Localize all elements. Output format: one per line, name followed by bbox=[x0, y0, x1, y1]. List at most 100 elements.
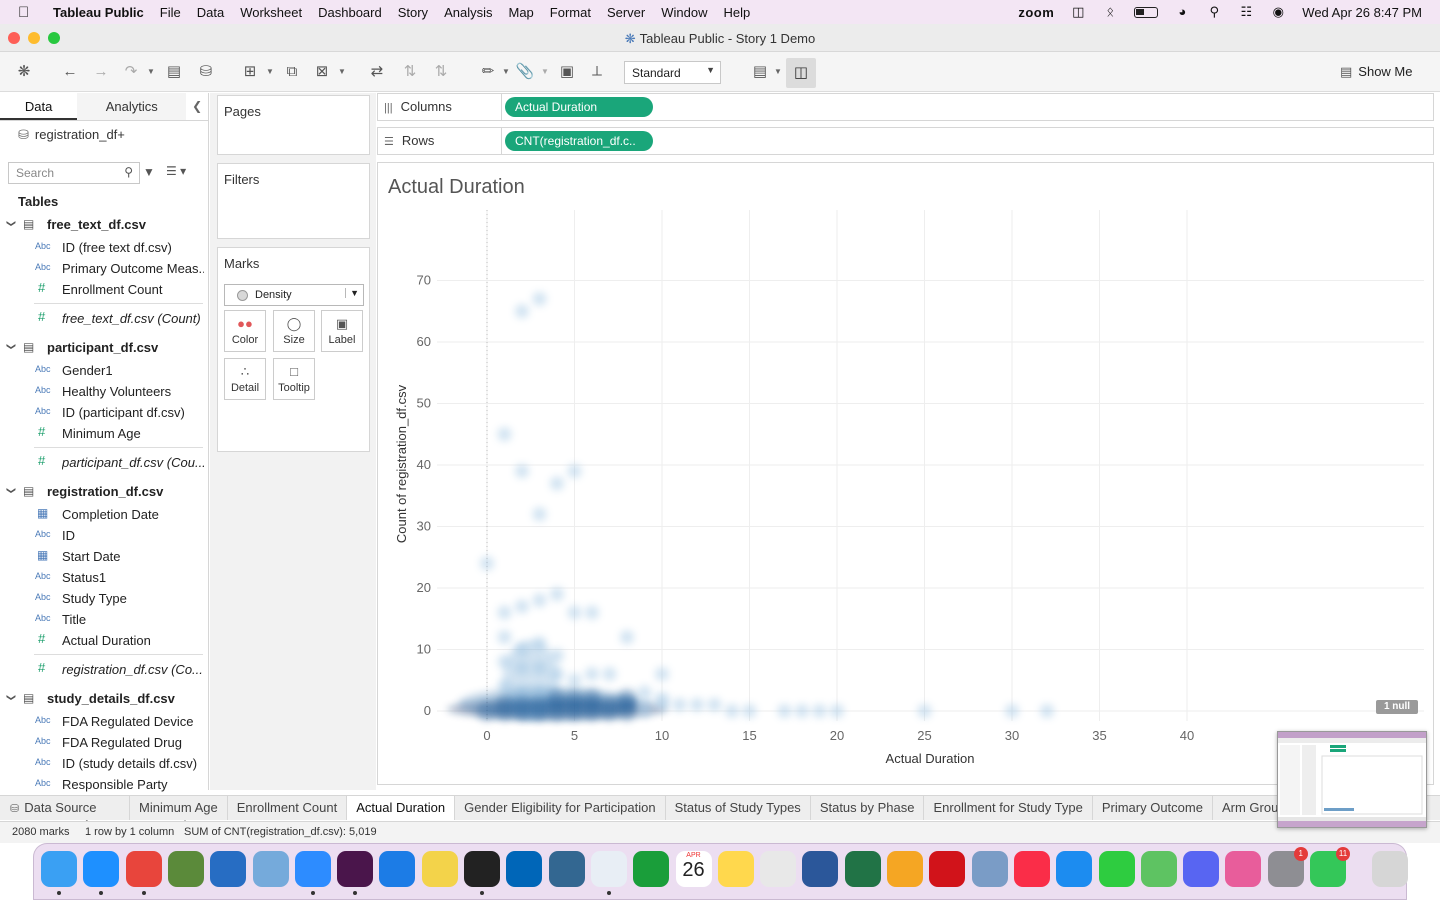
trash-icon[interactable] bbox=[1372, 851, 1409, 887]
size-button[interactable]: ◯ Size bbox=[273, 310, 315, 352]
vscode-icon[interactable] bbox=[506, 851, 543, 887]
field-item[interactable]: Abc Primary Outcome Meas... bbox=[0, 258, 209, 279]
chrome-icon[interactable] bbox=[125, 851, 162, 887]
field-item[interactable]: # Minimum Age bbox=[0, 423, 209, 444]
sheet-thumbnail-preview[interactable] bbox=[1277, 731, 1427, 828]
field-search-input[interactable]: Search ⚲ bbox=[8, 162, 140, 184]
sheet-tab[interactable]: Status by Phase bbox=[811, 796, 925, 820]
fix-axes-icon[interactable]: ⟂ bbox=[591, 63, 602, 80]
notes-icon[interactable] bbox=[717, 851, 754, 887]
acrobat-icon[interactable] bbox=[929, 851, 966, 887]
show-cards-caret-icon[interactable]: ▼ bbox=[774, 67, 782, 76]
swap-rows-columns-icon[interactable]: ⇄ bbox=[370, 63, 384, 80]
field-item[interactable]: Abc ID (participant df.csv) bbox=[0, 402, 209, 423]
field-item[interactable]: Abc Status1 bbox=[0, 567, 209, 588]
activity-icon[interactable] bbox=[633, 851, 670, 887]
field-item[interactable]: Abc Responsible Party bbox=[0, 774, 209, 795]
menu-map[interactable]: Map bbox=[508, 4, 534, 20]
launchpad-icon[interactable] bbox=[1225, 851, 1262, 887]
battery-icon[interactable] bbox=[1134, 6, 1159, 18]
tableau-dock-icon[interactable] bbox=[590, 851, 627, 887]
menu-help[interactable]: Help bbox=[723, 4, 751, 20]
chevron-down-icon[interactable]: ❯ bbox=[6, 693, 17, 702]
word-icon[interactable] bbox=[802, 851, 839, 887]
sheet-tab[interactable]: Gender Eligibility for Participation bbox=[455, 796, 666, 820]
show-me-button[interactable]: ▤ Show Me bbox=[1340, 64, 1413, 80]
chevron-down-icon[interactable]: ❯ bbox=[6, 219, 17, 228]
sheet-tab[interactable]: Enrollment Count bbox=[228, 796, 348, 820]
mark-type-select[interactable]: Density ▼ bbox=[224, 284, 364, 306]
group-caret-icon[interactable]: ▼ bbox=[541, 67, 549, 76]
sort-descending-icon[interactable]: ⇅ bbox=[434, 63, 448, 80]
replay-icon[interactable]: ↷ bbox=[124, 63, 138, 80]
field-item[interactable]: # Enrollment Count bbox=[0, 279, 209, 300]
filters-card[interactable]: Filters bbox=[217, 163, 370, 239]
table-row[interactable]: ❯ ▤ study_details_df.csv bbox=[0, 688, 209, 711]
field-item[interactable]: Abc FDA Regulated Device bbox=[0, 711, 209, 732]
preview-icon[interactable] bbox=[971, 851, 1008, 887]
field-item[interactable]: Abc FDA Regulated Drug bbox=[0, 732, 209, 753]
sort-ascending-icon[interactable]: ⇅ bbox=[403, 63, 417, 80]
redo-icon[interactable]: → bbox=[93, 63, 109, 80]
rows-pill-count[interactable]: CNT(registration_df.c.. bbox=[505, 131, 653, 151]
clear-sheet-icon[interactable]: ⊠ bbox=[315, 63, 329, 80]
facetime-icon[interactable] bbox=[1098, 851, 1135, 887]
zoom-menubar-item[interactable]: zoom bbox=[1018, 4, 1055, 20]
table-row[interactable]: ❯ ▤ free_text_df.csv bbox=[0, 214, 209, 237]
tooltip-button[interactable]: □ Tooltip bbox=[273, 358, 315, 400]
menubar-clock[interactable]: Wed Apr 26 8:47 PM bbox=[1302, 4, 1422, 20]
rows-shelf[interactable]: ☰ Rows CNT(registration_df.c.. bbox=[377, 127, 1434, 155]
field-item[interactable]: Abc Gender1 bbox=[0, 360, 209, 381]
menu-window[interactable]: Window bbox=[661, 4, 708, 20]
save-icon[interactable]: ▤ bbox=[166, 63, 182, 80]
data-source-tab[interactable]: ⛁ Data Source bbox=[0, 796, 130, 820]
minimize-window-button[interactable] bbox=[28, 32, 40, 44]
siri-icon[interactable]: ◉ bbox=[1272, 4, 1284, 19]
terminal-icon[interactable] bbox=[464, 851, 500, 887]
calendar-icon[interactable]: APR 26 bbox=[675, 851, 712, 887]
show-mark-labels-icon[interactable]: ▣ bbox=[559, 63, 575, 80]
undo-icon[interactable]: ← bbox=[62, 63, 78, 80]
field-item[interactable]: # participant_df.csv (Cou... bbox=[0, 452, 209, 473]
menu-format[interactable]: Format bbox=[549, 4, 591, 20]
show-cards-icon[interactable]: ▤ bbox=[752, 63, 768, 80]
columns-pill-actual-duration[interactable]: Actual Duration bbox=[505, 97, 653, 117]
field-item[interactable]: Abc ID (free text df.csv) bbox=[0, 237, 209, 258]
sheet-tab[interactable]: Enrollment for Study Type bbox=[924, 796, 1093, 820]
photos-icon[interactable] bbox=[887, 851, 923, 887]
collapse-pane-icon[interactable]: ❮ bbox=[192, 99, 203, 113]
highlight-caret-icon[interactable]: ▼ bbox=[502, 67, 510, 76]
duplicate-sheet-icon[interactable]: ⧉ bbox=[286, 63, 298, 80]
spotlight-search-icon[interactable]: ⚲ bbox=[1209, 4, 1220, 19]
highlight-icon[interactable]: ✏ bbox=[481, 63, 495, 80]
pages-card[interactable]: Pages bbox=[217, 95, 370, 155]
tab-analytics[interactable]: Analytics bbox=[77, 93, 187, 120]
xcode-icon[interactable] bbox=[379, 851, 416, 887]
presentation-mode-button[interactable]: ◫ bbox=[786, 58, 816, 88]
excel-icon[interactable] bbox=[844, 851, 881, 887]
label-button[interactable]: ▣ Label bbox=[321, 310, 363, 352]
field-item[interactable]: Abc Title bbox=[0, 609, 209, 630]
minecraft-icon[interactable] bbox=[167, 851, 204, 887]
wifi-icon[interactable]: ◕ bbox=[1178, 4, 1187, 19]
menu-data[interactable]: Data bbox=[196, 4, 225, 20]
sheet-tab[interactable]: Minimum Age bbox=[130, 796, 228, 820]
null-indicator-badge[interactable]: 1 null bbox=[1376, 700, 1418, 714]
sheet-tab[interactable]: Status of Study Types bbox=[666, 796, 811, 820]
app-icon[interactable] bbox=[760, 851, 797, 887]
field-item[interactable]: # free_text_df.csv (Count) bbox=[0, 308, 209, 329]
table-row[interactable]: ❯ ▤ participant_df.csv bbox=[0, 337, 209, 360]
field-item[interactable]: Abc ID (study details df.csv) bbox=[0, 753, 209, 774]
filter-icon[interactable]: ▼ bbox=[143, 165, 155, 179]
field-item[interactable]: # registration_df.csv (Co... bbox=[0, 659, 209, 680]
finder-icon[interactable] bbox=[41, 851, 77, 887]
fit-select[interactable]: Standard ▼ bbox=[624, 61, 721, 84]
sheet-tab[interactable]: Primary Outcome bbox=[1093, 796, 1213, 820]
new-worksheet-icon[interactable]: ⊞ bbox=[243, 63, 257, 80]
menu-app-name[interactable]: Tableau Public bbox=[53, 4, 144, 20]
menu-dashboard[interactable]: Dashboard bbox=[318, 4, 382, 20]
tableau-logo-icon[interactable]: ❋ bbox=[17, 63, 31, 80]
field-item[interactable]: ▦ Start Date bbox=[0, 546, 209, 567]
view-options-icon[interactable]: ☰ ▾ bbox=[166, 164, 187, 178]
datasource-item[interactable]: ⛁ registration_df+ bbox=[18, 127, 125, 143]
